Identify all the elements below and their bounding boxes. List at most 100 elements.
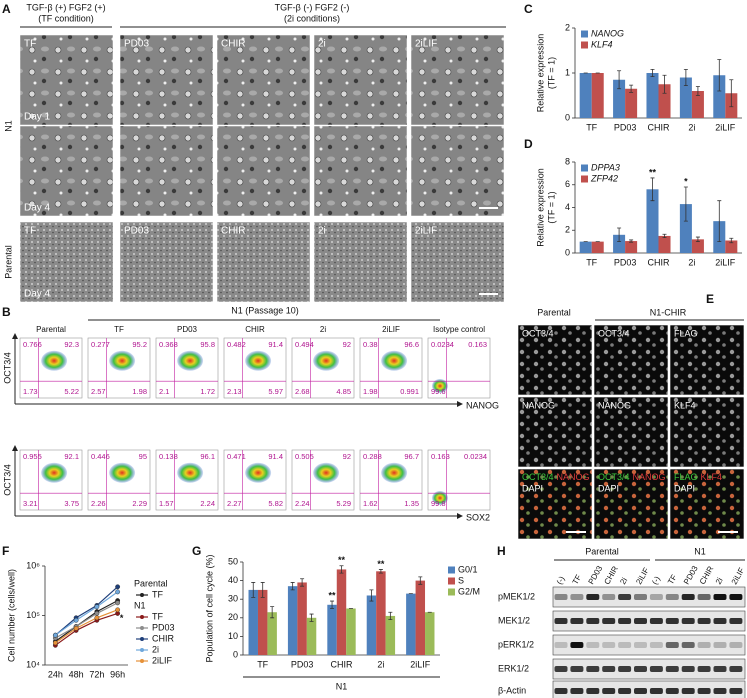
blot-band xyxy=(602,688,616,694)
x-tick-label: PD03 xyxy=(291,659,314,669)
blot-band xyxy=(586,642,600,648)
blot-band xyxy=(713,666,727,672)
annotation: ** xyxy=(377,559,385,569)
bar xyxy=(327,604,337,655)
quadrant-percent: 0.0234 xyxy=(464,452,487,461)
y-tick-label: 1 xyxy=(565,67,570,77)
micrograph xyxy=(119,34,214,126)
lane-label: CHIR xyxy=(602,564,620,586)
blot-band xyxy=(681,642,695,648)
legend-swatch xyxy=(448,566,455,574)
blot-band xyxy=(697,618,711,624)
error-bar xyxy=(617,227,622,243)
lane-label: 2i xyxy=(714,576,725,586)
x-tick-label: TF xyxy=(257,659,268,669)
quadrant-percent: 99.8 xyxy=(431,499,446,508)
error-bar xyxy=(418,576,423,585)
error-bar xyxy=(683,186,688,222)
blot-band xyxy=(697,642,711,648)
row-label: Parental xyxy=(3,245,13,279)
x-tick-label: TF xyxy=(586,257,597,267)
x-tick-label: 24h xyxy=(48,669,63,679)
quadrant-percent: 0.505 xyxy=(295,452,314,461)
quadrant-percent: 1.98 xyxy=(363,387,378,396)
bar xyxy=(591,73,604,118)
flow-density xyxy=(381,462,408,483)
micrograph xyxy=(313,125,408,217)
merge-label: FLAG KLF4 xyxy=(674,472,722,482)
error-bar xyxy=(717,200,722,243)
legend-marker xyxy=(140,615,144,619)
legend-marker xyxy=(140,637,144,641)
stain-name: OCT3/4 xyxy=(598,472,630,482)
point xyxy=(73,625,79,631)
group-header: N1 xyxy=(694,546,706,556)
quadrant-percent: 0.446 xyxy=(91,452,110,461)
y-tick-label: 50 xyxy=(228,556,238,566)
x-tick-label: 2i xyxy=(688,257,695,267)
y-axis-label: Relative expression xyxy=(535,34,545,113)
x-tick-label: 2iLIF xyxy=(715,257,736,267)
quadrant-percent: 0.955 xyxy=(23,452,42,461)
image-label: PD03 xyxy=(124,39,149,50)
error-bar xyxy=(629,84,634,93)
bar xyxy=(248,589,258,655)
y-axis-label: (TF = 1) xyxy=(546,191,556,223)
merge-label: DAPI xyxy=(598,483,619,493)
legend-group: Parental xyxy=(134,578,168,588)
micrograph xyxy=(313,221,408,303)
error-bar xyxy=(388,611,393,621)
blot-band xyxy=(602,594,616,600)
quadrant-percent: 2.24 xyxy=(295,499,310,508)
line xyxy=(54,586,119,636)
blot-band xyxy=(713,618,727,624)
error-bar xyxy=(260,582,265,598)
flow-density xyxy=(432,491,448,505)
quadrant-percent: 0.482 xyxy=(227,340,246,349)
blot-band xyxy=(665,642,679,648)
merge-label: OCT3/4 NANOG xyxy=(598,472,666,482)
blot-band xyxy=(729,642,743,648)
point xyxy=(94,615,100,621)
bar xyxy=(613,79,626,118)
point xyxy=(52,632,58,638)
error-bar xyxy=(662,233,667,239)
x-tick-label: 72h xyxy=(89,669,104,679)
blot-band xyxy=(649,688,663,694)
annotation: * xyxy=(684,176,688,186)
blot-band xyxy=(554,618,568,624)
condition-header: (TF condition) xyxy=(38,13,94,23)
micrograph xyxy=(313,34,408,126)
annotation: ** xyxy=(329,590,337,600)
quadrant-percent: 2.26 xyxy=(91,499,106,508)
error-bar xyxy=(650,69,655,77)
column-header: Parental xyxy=(36,325,66,334)
quadrant-percent: 96.7 xyxy=(404,452,419,461)
quadrant-percent: 92.3 xyxy=(64,340,79,349)
fluorescence-image xyxy=(593,324,669,396)
bar xyxy=(713,75,726,118)
image-label: 2i xyxy=(318,226,326,237)
stain-label: NANOG xyxy=(598,400,631,410)
lane-label: (-) xyxy=(555,574,567,586)
bar xyxy=(385,615,396,655)
x-tick-label: PD03 xyxy=(614,122,637,132)
blot-band xyxy=(570,688,584,694)
flow-density xyxy=(245,350,272,371)
lane-label: TF xyxy=(666,573,679,586)
panel-title: N1 (Passage 10) xyxy=(231,305,299,315)
error-bar xyxy=(617,70,622,90)
error-bar xyxy=(378,569,383,574)
y-tick-label: 10⁵ xyxy=(26,610,40,620)
line xyxy=(55,612,118,646)
quadrant-percent: 0.0234 xyxy=(431,340,454,349)
micrograph xyxy=(410,221,505,303)
quadrant-percent: 2.1 xyxy=(159,387,169,396)
bar xyxy=(658,84,671,118)
blot-band xyxy=(681,594,695,600)
bar xyxy=(336,569,347,655)
legend-group: N1 xyxy=(134,600,146,610)
group-header: N1-CHIR xyxy=(650,307,687,317)
quadrant-percent: 92 xyxy=(343,340,351,349)
bar xyxy=(297,582,307,655)
